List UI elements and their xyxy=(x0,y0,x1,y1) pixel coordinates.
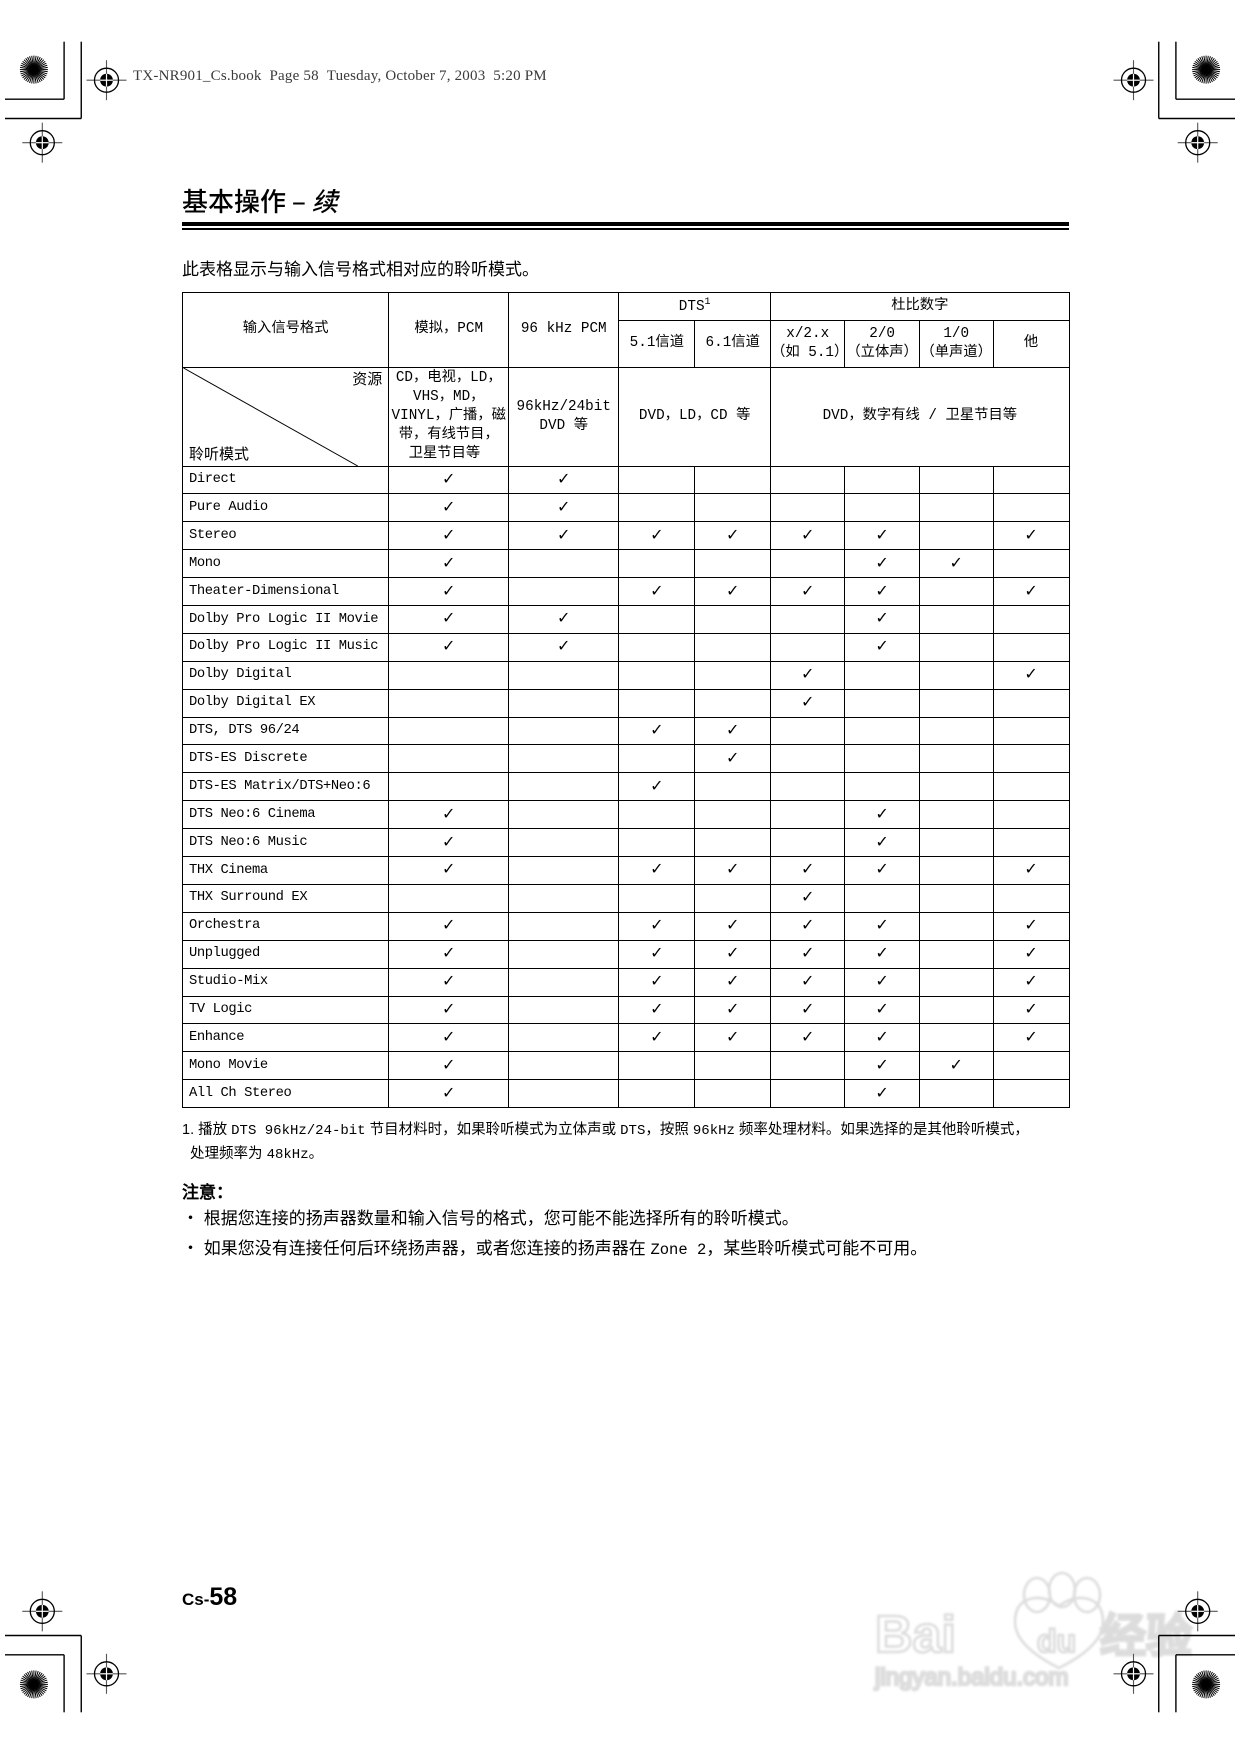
svg-text:Bai: Bai xyxy=(875,1606,956,1664)
svg-text:jingyan.baidu.com: jingyan.baidu.com xyxy=(874,1664,1068,1691)
svg-text:du: du xyxy=(1037,1623,1076,1659)
